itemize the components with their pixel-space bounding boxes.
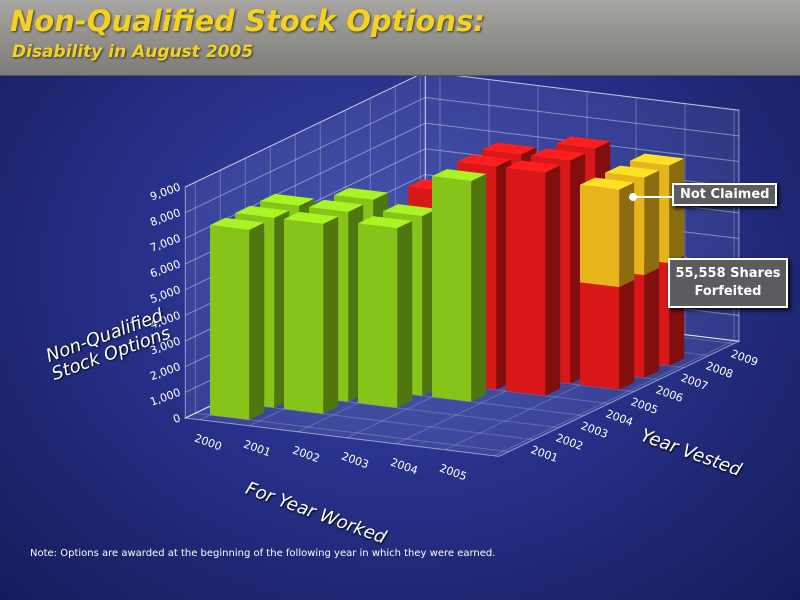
z-tick-label: 2007: [679, 371, 710, 393]
floor-line: [195, 412, 509, 453]
z-tick-label: 2003: [579, 419, 610, 441]
bar: [210, 217, 265, 420]
bar-side: [545, 165, 561, 396]
bar-top: [630, 153, 685, 166]
bar-top: [457, 154, 512, 167]
z-tick-label: 2002: [554, 431, 585, 453]
bar-front: [580, 282, 620, 390]
bar-top: [556, 136, 611, 149]
y-tick-label: 7,000: [148, 232, 182, 255]
bar-side: [471, 173, 487, 402]
floor-line: [220, 400, 534, 441]
chart-subtitle: Disability in August 2005: [12, 42, 254, 62]
bar-side: [323, 216, 339, 414]
y-tick-label: 1,000: [148, 386, 182, 409]
z-tick-label: 2005: [629, 395, 660, 417]
bar: [358, 216, 413, 408]
bar-top: [506, 160, 561, 173]
bar-front: [284, 219, 324, 414]
bar-side: [249, 222, 265, 420]
y-tick-label: 0: [171, 411, 182, 426]
bar-front: [210, 225, 250, 420]
bar-top: [260, 193, 315, 206]
bar-top: [309, 199, 364, 212]
x-tick-label: 2002: [291, 444, 322, 466]
annotation: 55,558 Shares Forfeited: [668, 258, 788, 308]
y-tick-label: 5,000: [148, 283, 182, 306]
callout-dot: [629, 193, 637, 201]
z-tick-label: 2008: [704, 359, 735, 381]
bar-side: [644, 267, 660, 378]
bar-front: [432, 176, 472, 402]
bar-side: [644, 170, 660, 276]
x-tick-label: 2000: [193, 432, 224, 454]
bar-top: [210, 217, 265, 230]
x-tick-label: 2005: [438, 462, 469, 484]
bar-top: [383, 204, 438, 217]
y-tick-label: 6,000: [148, 257, 182, 280]
bar-top: [284, 211, 339, 224]
bar-top: [580, 177, 635, 190]
bar-top: [531, 148, 586, 161]
grid-line: [185, 96, 739, 214]
z-tick-label: 2004: [604, 407, 635, 429]
bar: [432, 169, 487, 402]
x-tick-label: 2001: [242, 438, 273, 460]
bar: [580, 275, 635, 390]
note: Note: Options are awarded at the beginni…: [30, 548, 496, 559]
y-tick-label: 9,000: [148, 180, 182, 203]
bar-front: [358, 223, 398, 408]
bar-top: [235, 205, 290, 218]
bar-top: [482, 142, 537, 155]
bar: [506, 160, 561, 396]
bar: [580, 177, 635, 288]
floor-line: [493, 340, 735, 457]
bar-front: [580, 184, 620, 288]
bar-side: [619, 279, 635, 390]
y-tick-label: 8,000: [148, 206, 182, 229]
bar: [284, 211, 339, 414]
bar-front: [506, 167, 546, 396]
legend-entry: Not Claimed: [672, 183, 778, 206]
z-tick-label: 2006: [654, 383, 685, 405]
z-tick-label: 2009: [729, 347, 760, 369]
bar-side: [669, 158, 685, 264]
z-tick-label: 2001: [529, 443, 560, 465]
bar-side: [619, 182, 635, 288]
x-tick-label: 2003: [340, 450, 371, 472]
bar-top: [334, 187, 389, 200]
bar-top: [432, 169, 487, 182]
chart-title: Non-Qualified Stock Options:: [10, 4, 485, 38]
bar-side: [397, 220, 413, 408]
header: Non-Qualified Stock Options: Disability …: [0, 0, 800, 76]
bar-top: [358, 216, 413, 229]
bar-top: [605, 165, 660, 178]
x-tick-label: 2004: [389, 456, 420, 478]
y-tick-label: 2,000: [148, 360, 182, 383]
